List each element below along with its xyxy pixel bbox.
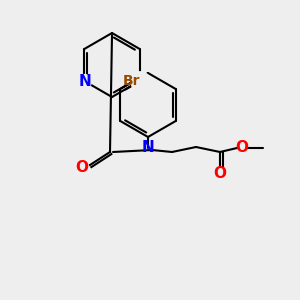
Text: N: N xyxy=(79,74,92,88)
Text: N: N xyxy=(142,140,154,155)
Text: O: O xyxy=(76,160,88,175)
Text: Br: Br xyxy=(123,74,140,88)
Text: O: O xyxy=(214,166,226,181)
Text: O: O xyxy=(236,140,248,155)
